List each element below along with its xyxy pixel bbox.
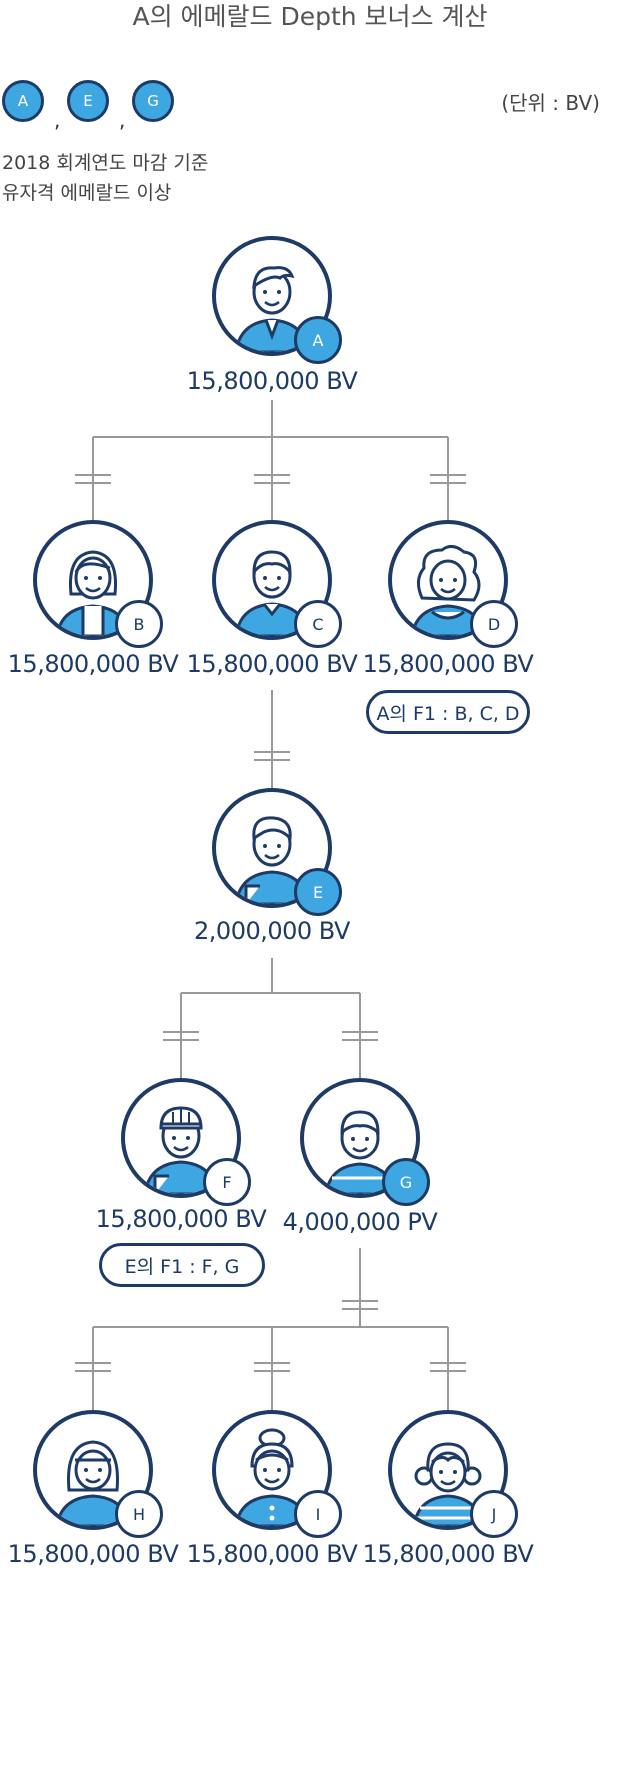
- legend-note-line1: 2018 회계연도 마감 기준: [2, 152, 209, 174]
- node-badge-i: I: [294, 1490, 342, 1538]
- node-value-b: 15,800,000 BV: [7, 650, 179, 678]
- legend-chip-e: E: [67, 80, 109, 122]
- legend-note-line2: 유자격 에메랄드 이상: [2, 182, 172, 204]
- legend-chip-a: A: [2, 80, 44, 122]
- member-node-e: E: [212, 788, 342, 916]
- node-value-c: 15,800,000 BV: [186, 650, 358, 678]
- member-node-d: D: [388, 520, 518, 648]
- node-badge-a: A: [294, 316, 342, 364]
- node-value-h: 15,800,000 BV: [7, 1540, 179, 1568]
- node-badge-f: F: [203, 1158, 251, 1206]
- member-node-a: A: [212, 236, 342, 364]
- node-value-j: 15,800,000 BV: [362, 1540, 534, 1568]
- member-node-c: C: [212, 520, 342, 648]
- member-node-j: J: [388, 1410, 518, 1538]
- member-node-b: B: [33, 520, 163, 648]
- node-badge-j: J: [470, 1490, 518, 1538]
- node-value-e: 2,000,000 BV: [194, 917, 350, 945]
- unit-label: (단위 : BV): [501, 91, 600, 115]
- member-node-f: F: [121, 1078, 251, 1206]
- legend-comma: ,: [54, 108, 61, 132]
- legend-comma: ,: [119, 108, 126, 132]
- node-badge-e: E: [294, 868, 342, 916]
- member-node-i: I: [212, 1410, 342, 1538]
- node-value-a: 15,800,000 BV: [186, 367, 358, 395]
- node-badge-c: C: [294, 600, 342, 648]
- node-badge-d: D: [470, 600, 518, 648]
- node-badge-b: B: [115, 600, 163, 648]
- node-value-i: 15,800,000 BV: [186, 1540, 358, 1568]
- legend-chip-g: G: [132, 80, 174, 122]
- node-badge-g: G: [382, 1158, 430, 1206]
- girl-striped-icon: [388, 1410, 508, 1530]
- node-value-d: 15,800,000 BV: [362, 650, 534, 678]
- node-value-f: 15,800,000 BV: [95, 1205, 267, 1233]
- node-value-g: 4,000,000 PV: [282, 1208, 438, 1236]
- member-node-h: H: [33, 1410, 163, 1538]
- member-node-g: G: [300, 1078, 430, 1206]
- node-badge-h: H: [115, 1490, 163, 1538]
- page-title: A의 에메랄드 Depth 보너스 계산: [132, 2, 488, 31]
- f1-label-a: A의 F1 : B, C, D: [366, 690, 530, 734]
- f1-label-e: E의 F1 : F, G: [99, 1243, 265, 1287]
